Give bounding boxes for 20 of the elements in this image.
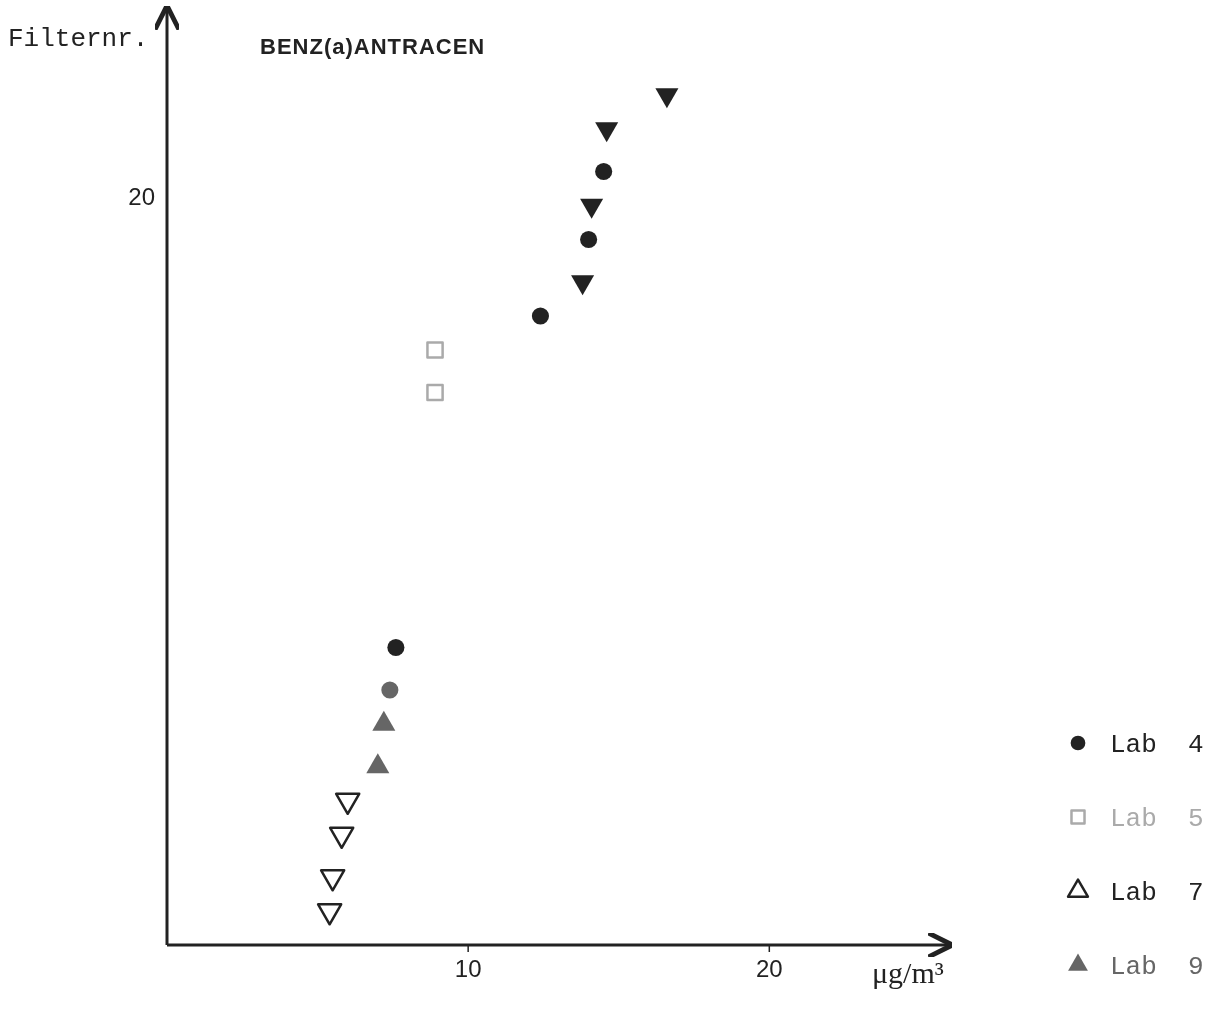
point	[595, 162, 613, 181]
point	[316, 903, 343, 926]
point	[334, 792, 361, 816]
legend-label: Lab 4	[1110, 730, 1204, 761]
legend-label: Lab 7	[1110, 878, 1204, 909]
point	[319, 869, 346, 892]
point	[328, 826, 355, 850]
x-axis-title: μg/m³	[872, 956, 944, 989]
point	[531, 307, 549, 325]
point	[426, 383, 444, 402]
point	[426, 341, 444, 359]
y-axis-title: Filternr.	[8, 24, 149, 54]
legend-label: Lab 9	[1110, 952, 1204, 983]
x-tick-label: 10	[454, 955, 482, 982]
point	[381, 681, 399, 699]
chart-title: BENZ(a)ANTRACEN	[260, 34, 486, 59]
point	[580, 230, 598, 249]
legend-label: Lab 5	[1110, 804, 1204, 835]
point	[387, 638, 405, 657]
text: 20	[128, 183, 155, 211]
